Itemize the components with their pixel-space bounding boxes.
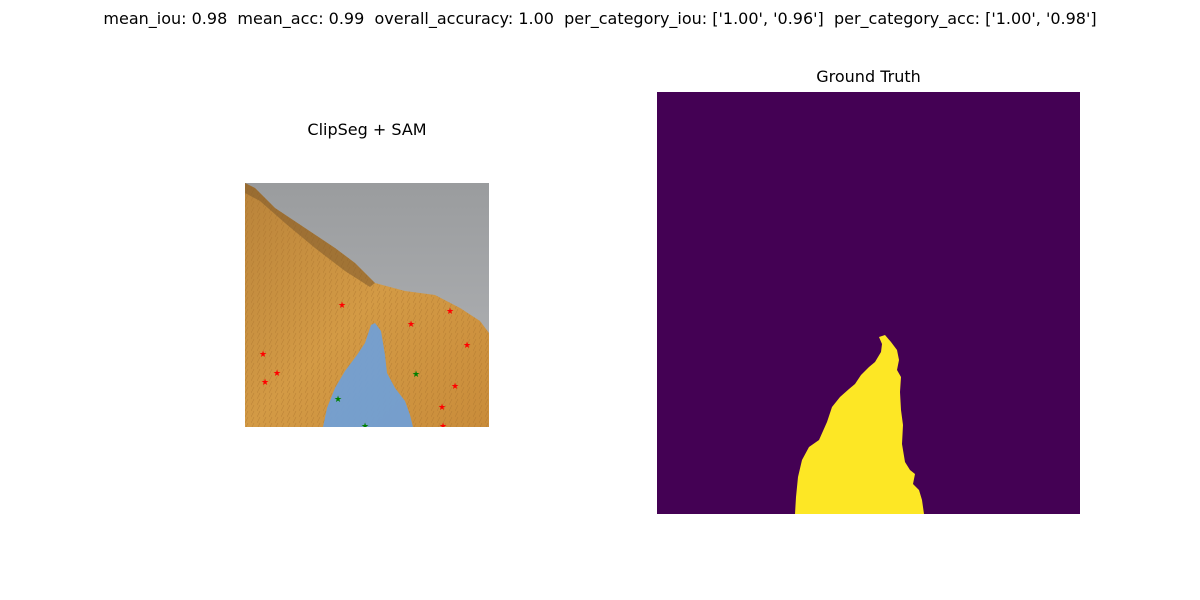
left-panel-title: ClipSeg + SAM (307, 120, 427, 139)
svg-text:★: ★ (338, 301, 346, 311)
slope-texture (245, 183, 489, 427)
svg-text:★: ★ (412, 370, 420, 380)
negative-points: ★ ★ ★ ★ ★ ★ ★ ★ ★ ★ (259, 301, 471, 427)
svg-text:★: ★ (463, 341, 471, 351)
svg-text:★: ★ (439, 422, 447, 427)
svg-text:★: ★ (261, 378, 269, 388)
clipseg-sam-image: ★ ★ ★ ★ ★ ★ ★ ★ ★ ★ ★ ★ ★ (245, 183, 489, 427)
svg-text:★: ★ (334, 395, 342, 405)
dark-ridge (245, 183, 375, 287)
svg-text:★: ★ (273, 369, 281, 379)
mask-overlay (323, 323, 413, 427)
svg-text:★: ★ (259, 350, 267, 360)
ground-truth-svg (657, 92, 1080, 514)
figure-suptitle: mean_iou: 0.98 mean_acc: 0.99 overall_ac… (103, 9, 1097, 28)
ground-truth-mask (657, 92, 1080, 514)
svg-text:★: ★ (451, 382, 459, 392)
positive-points: ★ ★ ★ (334, 370, 420, 427)
svg-text:★: ★ (361, 422, 369, 427)
right-panel-title: Ground Truth (816, 67, 921, 86)
svg-text:★: ★ (407, 320, 415, 330)
gt-foreground (795, 335, 924, 514)
svg-text:★: ★ (446, 307, 454, 317)
clipseg-sam-image-svg: ★ ★ ★ ★ ★ ★ ★ ★ ★ ★ ★ ★ ★ (245, 183, 489, 427)
svg-text:★: ★ (438, 403, 446, 413)
